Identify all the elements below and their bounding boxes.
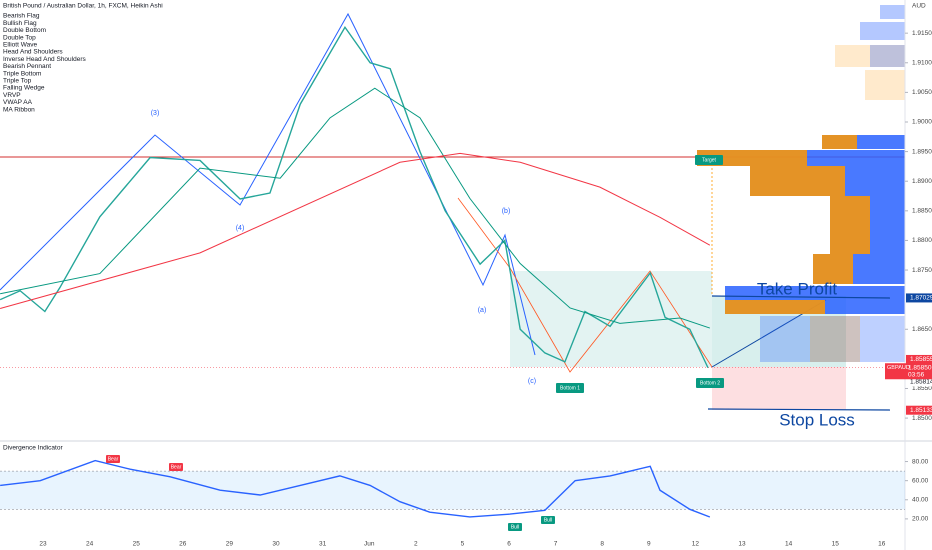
x-tick-label: 9 bbox=[647, 541, 651, 548]
elliott-wave bbox=[0, 12, 536, 356]
x-tick-label: 31 bbox=[319, 541, 327, 548]
symbol: GBPAUD bbox=[887, 365, 910, 371]
loss-zone bbox=[712, 367, 846, 410]
signal-box bbox=[508, 523, 522, 531]
legend-item: Elliott Wave bbox=[3, 42, 37, 49]
annotation: (b) bbox=[502, 208, 511, 215]
y-tick-label: 80.00 bbox=[912, 458, 929, 465]
annotation: Stop Loss bbox=[779, 410, 855, 429]
price-mark-box bbox=[906, 354, 932, 364]
last-price: 1.85850 bbox=[908, 364, 932, 371]
annotation: (a) bbox=[478, 307, 487, 314]
y-tick-label: 1.87500 bbox=[912, 267, 932, 274]
x-tick-label: 30 bbox=[272, 541, 280, 548]
legend-item: Double Bottom bbox=[3, 27, 46, 34]
rsi-band bbox=[0, 471, 905, 510]
legend-item: Double Top bbox=[3, 34, 36, 41]
annotation: Target bbox=[702, 157, 717, 163]
currency: AUD bbox=[912, 3, 926, 10]
legend-item: Bullish Flag bbox=[3, 20, 37, 27]
annotation-box bbox=[556, 383, 584, 393]
y-tick-label: 1.90500 bbox=[912, 89, 932, 96]
annotation-box bbox=[696, 378, 724, 388]
y-tick-label: 1.86500 bbox=[912, 326, 932, 333]
annotation: (4) bbox=[236, 225, 245, 232]
x-tick-label: 2 bbox=[414, 541, 418, 548]
annotation: (3) bbox=[151, 110, 160, 117]
chart-title: British Pound / Australian Dollar, 1h, F… bbox=[3, 3, 163, 10]
stop-loss-label: 1.85133 bbox=[910, 407, 932, 414]
price-mark: 1.85855 bbox=[910, 356, 932, 363]
x-tick-label: 7 bbox=[554, 541, 558, 548]
take-profit-label-box bbox=[906, 293, 932, 303]
signal: Bear bbox=[171, 464, 182, 470]
x-tick-label: 12 bbox=[692, 541, 700, 548]
x-tick-label: 8 bbox=[600, 541, 604, 548]
x-tick-label: 5 bbox=[461, 541, 465, 548]
series-line bbox=[0, 152, 711, 310]
take-profit-label: 1.87029 bbox=[910, 295, 932, 302]
series-line bbox=[0, 25, 709, 369]
annotation: Bottom 2 bbox=[700, 380, 720, 386]
y-tick-label: 20.00 bbox=[912, 516, 929, 523]
price-mark: 1.85814 bbox=[910, 379, 932, 386]
x-tick-label: 15 bbox=[832, 541, 840, 548]
annotation: Bottom 1 bbox=[560, 385, 580, 391]
x-tick-label: 29 bbox=[226, 541, 234, 548]
annotation: Take Profit bbox=[757, 279, 838, 298]
y-tick-label: 1.89500 bbox=[912, 148, 932, 155]
y-tick-label: 1.88500 bbox=[912, 208, 932, 215]
annotation: (c) bbox=[528, 378, 536, 385]
legend-item: Triple Bottom bbox=[3, 70, 41, 77]
legend-item: Head And Shoulders bbox=[3, 49, 63, 56]
legend-item: Falling Wedge bbox=[3, 85, 45, 92]
x-tick-label: 23 bbox=[39, 541, 47, 548]
signal-box bbox=[541, 516, 555, 524]
y-tick-label: 1.91000 bbox=[912, 59, 932, 66]
x-tick-label: 16 bbox=[878, 541, 886, 548]
series-line bbox=[0, 87, 711, 329]
x-tick-label: Jun bbox=[364, 541, 375, 548]
legend-item: MA Ribbon bbox=[3, 106, 35, 113]
x-tick-label: 13 bbox=[738, 541, 746, 548]
annotation-box bbox=[695, 155, 723, 165]
legend-item: Inverse Head And Shoulders bbox=[3, 56, 86, 63]
y-tick-label: 1.88000 bbox=[912, 237, 932, 244]
signal-box bbox=[106, 455, 120, 463]
x-tick-label: 26 bbox=[179, 541, 187, 548]
legend-item: VRVP bbox=[3, 92, 21, 99]
price-mark-box bbox=[906, 377, 932, 387]
x-tick-label: 25 bbox=[133, 541, 141, 548]
indicator-title: Divergence Indicator bbox=[3, 445, 63, 452]
signal: Bear bbox=[108, 456, 119, 462]
x-tick-label: 6 bbox=[507, 541, 511, 548]
legend-item: Triple Top bbox=[3, 78, 32, 85]
x-tick-label: 14 bbox=[785, 541, 793, 548]
countdown: 03:56 bbox=[908, 371, 925, 378]
y-tick-label: 1.85500 bbox=[912, 385, 932, 392]
volume-profile bbox=[697, 5, 905, 362]
legend-item: Bearish Flag bbox=[3, 13, 40, 20]
y-tick-label: 60.00 bbox=[912, 477, 929, 484]
legend-item: VWAP AA bbox=[3, 99, 33, 106]
y-tick-label: 1.91500 bbox=[912, 30, 932, 37]
take-profit-line bbox=[711, 295, 891, 299]
x-tick-label: 24 bbox=[86, 541, 94, 548]
y-tick-label: 1.90000 bbox=[912, 119, 932, 126]
y-tick-label: 1.89000 bbox=[912, 178, 932, 185]
y-tick-label: 1.85000 bbox=[912, 415, 932, 422]
double-bottom bbox=[457, 197, 713, 373]
signal: Bull bbox=[511, 524, 519, 530]
series-line bbox=[0, 459, 711, 518]
signal-box bbox=[169, 463, 183, 471]
y-tick-label: 40.00 bbox=[912, 496, 929, 503]
last-price-box bbox=[885, 363, 932, 380]
stop-loss-label-box bbox=[906, 405, 932, 415]
signal: Bull bbox=[544, 517, 552, 523]
stop-loss-line bbox=[707, 408, 891, 411]
legend-item: Bearish Pennant bbox=[3, 63, 51, 70]
